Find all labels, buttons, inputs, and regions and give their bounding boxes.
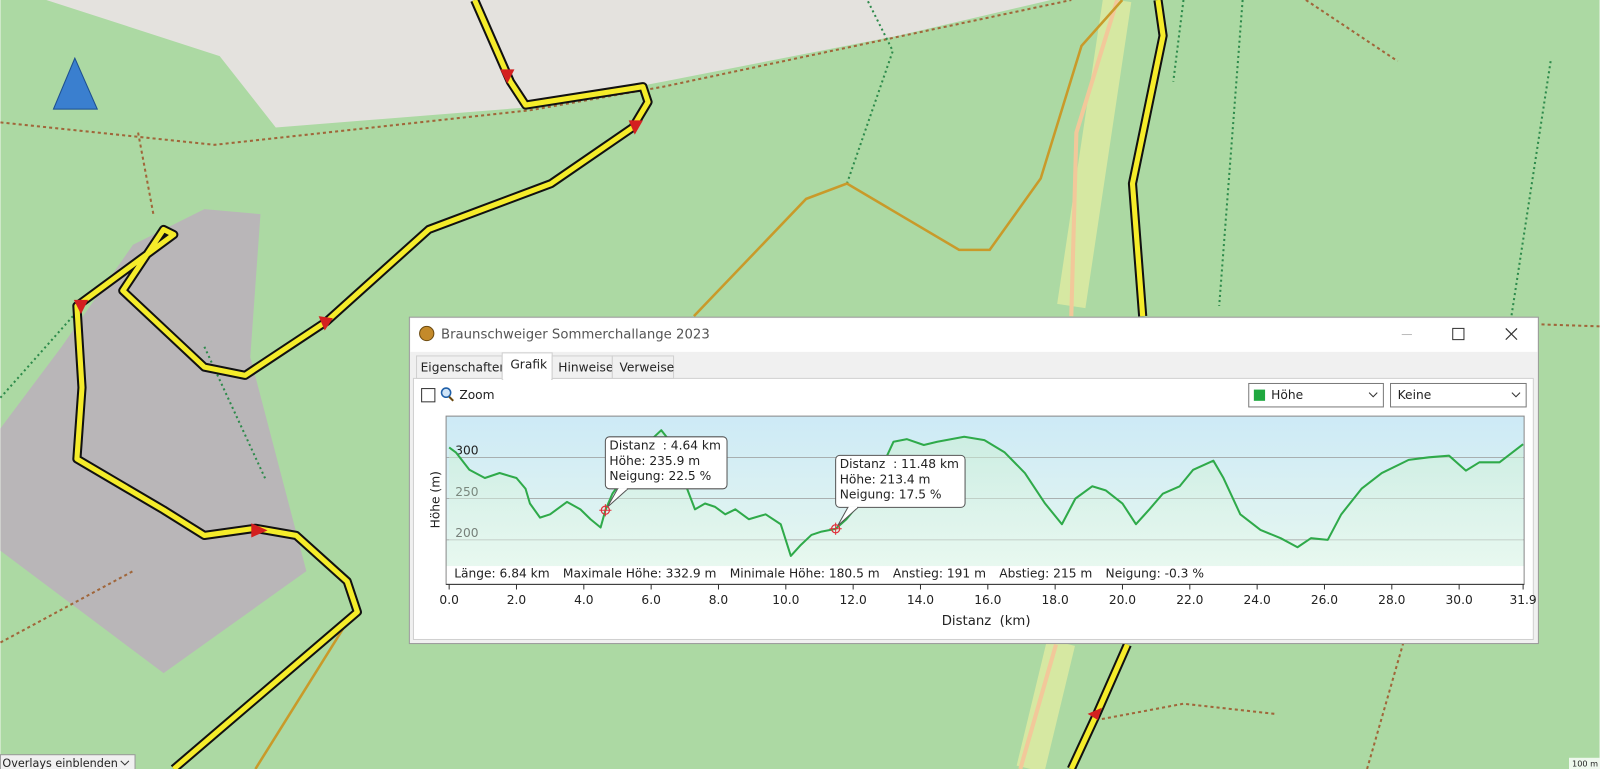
map-scale: 100 m [1572,758,1598,768]
window-title: Braunschweiger Sommerchallange 2023 [441,328,710,343]
track [72,0,1168,769]
app-icon [419,325,435,342]
tooltip-text: Neigung: 22.5 % [609,469,711,483]
tab-label: Eigenschaften [421,361,508,375]
tooltip-text: Neigung: 17.5 % [840,488,942,502]
x-tick-label: 10.0 [772,593,799,607]
x-tick-label: 26.0 [1311,593,1338,607]
track-arrow [73,299,89,315]
x-tick-label: 12.0 [840,593,867,607]
dropdown-label: Höhe [1271,388,1303,402]
dropdown-arrow [1368,392,1378,398]
x-tick-label: 8.0 [709,593,728,607]
stat-text: Abstieg: 215 m [999,567,1092,581]
stat-text: Neigung: -0.3 % [1106,567,1204,581]
x-tick-label: 6.0 [641,593,660,607]
track-arrow [251,523,268,538]
y-tick-label: 300 [455,444,478,458]
map-meadow [1016,0,1132,769]
track-arrow [628,120,643,135]
x-tick-label: 24.0 [1244,593,1271,607]
x-tick-label: 31.9 [1509,593,1536,607]
point-marker-cross [599,504,612,517]
tooltip-text: Höhe: 235.9 m [609,454,700,468]
overlay-dropdown[interactable] [0,754,136,769]
area [449,430,1524,567]
dropdown-arrow [1511,392,1521,398]
x-tick-label: 4.0 [574,593,593,607]
close-button[interactable] [1505,327,1518,341]
stat-text: Anstieg: 191 m [893,567,986,581]
color-swatch [1253,389,1266,401]
title-bar [410,318,1538,352]
scale-box [1569,757,1600,769]
maximize-button[interactable] [1452,327,1465,341]
map-road [254,0,1124,769]
stat-text: Minimale Höhe: 180.5 m [730,567,880,581]
tab[interactable] [611,355,675,379]
zoom-label: Zoom [459,388,494,402]
stat-text: Maximale Höhe: 332.9 m [563,567,717,581]
x-axis-label: Distanz (km) [942,614,1031,629]
point-marker [829,522,842,535]
track-arrow [318,316,333,331]
dropdown-label: Keine [1398,388,1432,402]
x-tick-label: 14.0 [907,593,934,607]
point-marker-cross [829,522,842,535]
tab-label: Grafik [510,358,548,372]
point-marker [599,504,612,517]
x-tick-label: 2.0 [507,593,526,607]
tab-label: Verweise [619,361,674,375]
x-tick-label: 18.0 [1042,593,1069,607]
tooltip-box [604,436,728,490]
x-tick-label: 20.0 [1109,593,1136,607]
compass[interactable] [52,56,99,110]
tooltip-box [835,454,966,508]
chart: 2002503000.02.04.06.08.010.012.014.016.0… [428,429,1537,629]
x-tick-label: 22.0 [1176,593,1203,607]
stat-text: Länge: 6.84 km [454,567,549,581]
y-axis-label: Höhe (m) [428,471,442,528]
dropdown[interactable] [1390,382,1527,408]
dialog: Braunschweiger Sommerchallange 2023 Eige… [408,316,1539,645]
x-tick-label: 28.0 [1378,593,1405,607]
dropdown-arrow [120,760,130,766]
tab-join [503,377,552,381]
tooltip-text: Distanz : 4.64 km [609,438,720,452]
tooltip-text: Distanz : 11.48 km [840,457,959,471]
tab-label: Hinweise [558,361,613,375]
x-tick-label: 16.0 [974,593,1001,607]
tooltip-text: Höhe: 213.4 m [840,472,931,486]
map-area [46,0,1051,128]
x-tick-label: 30.0 [1446,593,1473,607]
track-arrow [1087,707,1102,721]
map-road [1018,0,1120,769]
zoom-checkbox[interactable] [421,388,436,403]
x-tick-label: 0.0 [439,593,458,607]
zoom-icon [440,387,452,399]
track-arrow [500,69,515,84]
zoom-icon-handle [448,396,454,402]
dropdown[interactable] [1248,382,1384,408]
overlay-dropdown-label: Overlays einblenden [2,757,117,769]
